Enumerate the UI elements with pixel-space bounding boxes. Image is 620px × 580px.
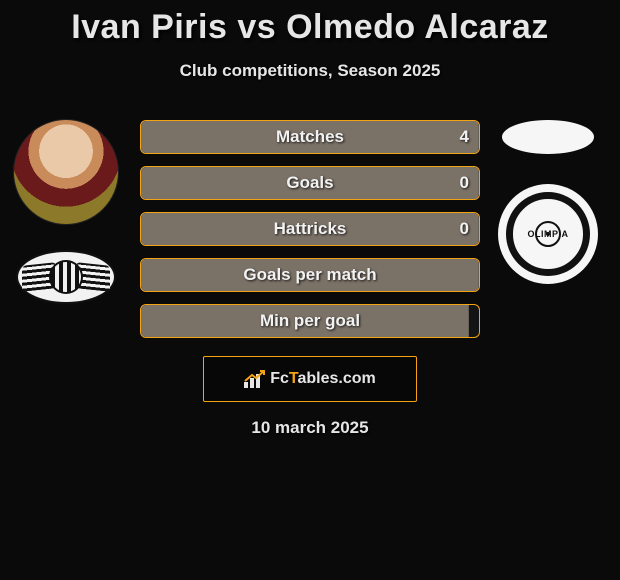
stat-bar-label: Hattricks: [141, 213, 479, 245]
stat-bar-label: Goals: [141, 167, 479, 199]
date-text: 10 march 2025: [0, 418, 620, 438]
subtitle: Club competitions, Season 2025: [0, 61, 620, 81]
stat-bar: Min per goal: [140, 304, 480, 338]
badge-center: [49, 260, 83, 294]
stat-bar-value: 0: [460, 167, 469, 199]
right-column: OLIMPIA: [488, 120, 608, 284]
brand-box: FcTables.com: [203, 356, 417, 402]
stat-bar: Hattricks0: [140, 212, 480, 246]
stat-bars: Matches4Goals0Hattricks0Goals per matchM…: [140, 120, 480, 350]
brand-post: ables.com: [298, 370, 376, 387]
brand-text: FcTables.com: [270, 370, 376, 388]
brand-pre: Fc: [270, 370, 289, 387]
stat-bar: Goals per match: [140, 258, 480, 292]
stat-bar-label: Matches: [141, 121, 479, 153]
stat-bar: Matches4: [140, 120, 480, 154]
brand-hl: T: [289, 370, 298, 387]
bar-chart-icon: [244, 370, 266, 388]
stat-bar-value: 0: [460, 213, 469, 245]
player-avatar-right: [502, 120, 594, 154]
club-badge-right: OLIMPIA: [498, 184, 598, 284]
club-badge-left: [16, 250, 116, 304]
page-title: Ivan Piris vs Olmedo Alcaraz: [0, 0, 620, 47]
left-column: [6, 120, 126, 304]
stat-bar-value: 4: [460, 121, 469, 153]
stat-bar-label: Goals per match: [141, 259, 479, 291]
stat-bar-label: Min per goal: [141, 305, 479, 337]
stat-bar: Goals0: [140, 166, 480, 200]
player-avatar-left: [14, 120, 118, 224]
soccer-ball-icon: [535, 221, 561, 247]
footer-area: FcTables.com 10 march 2025: [0, 350, 620, 438]
